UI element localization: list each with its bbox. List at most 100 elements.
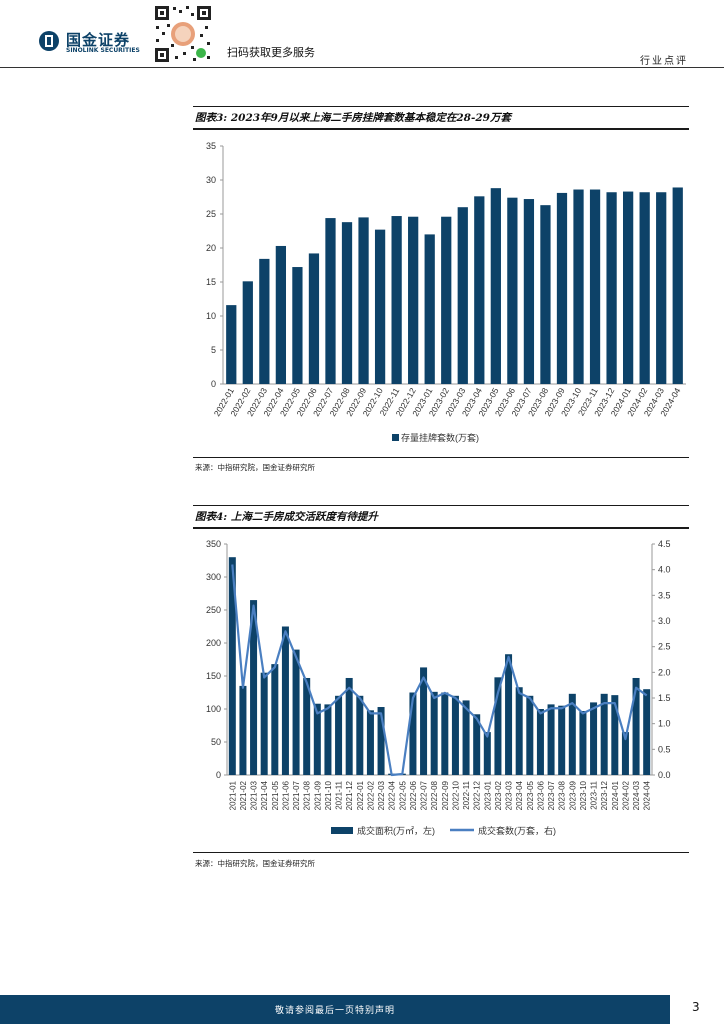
bar — [271, 664, 279, 775]
right-tick-label: 1.5 — [658, 693, 671, 703]
x-tick-label: 2021-01 — [228, 780, 237, 810]
right-tick-label: 2.0 — [658, 667, 671, 677]
bar — [325, 218, 336, 384]
bar — [259, 258, 270, 384]
bar — [441, 692, 449, 775]
bar — [292, 267, 303, 384]
bar — [656, 192, 667, 384]
x-tick-label: 2021-09 — [313, 780, 322, 810]
left-tick-label: 250 — [206, 605, 221, 615]
right-tick-label: 4.5 — [658, 539, 671, 549]
x-tick-label: 2021-02 — [239, 780, 248, 810]
qr-code — [153, 4, 213, 64]
x-tick-label: 2024-01 — [611, 780, 620, 810]
bar — [600, 693, 608, 775]
bar — [374, 229, 386, 384]
x-tick-label: 2022-10 — [451, 780, 460, 810]
figure4-chart: 0 50 100 150 200 250 300 350 0.0 0.5 1.0 1.5 2.0 2.5 3… — [206, 539, 671, 836]
footer-bar: 敬请参阅最后一页特别声明 — [0, 995, 670, 1024]
bar — [483, 732, 491, 775]
bar — [424, 234, 435, 384]
sinolink-logo-icon — [39, 31, 59, 51]
x-tick-label: 2023-11 — [590, 780, 599, 809]
bar — [473, 714, 481, 775]
figure3-chart: 051015202530352022-012022-022022-032022-… — [206, 141, 686, 443]
bar — [377, 707, 385, 775]
bar — [409, 692, 417, 775]
left-tick-label: 200 — [206, 638, 221, 648]
x-tick-label: 2021-04 — [260, 780, 269, 810]
bar — [556, 192, 568, 384]
x-tick-label: 2021-12 — [345, 780, 354, 810]
bar — [441, 216, 452, 384]
bar — [242, 281, 253, 384]
x-tick-label: 2022-05 — [398, 780, 407, 810]
left-tick-label: 50 — [211, 737, 221, 747]
bar — [313, 703, 321, 775]
bar — [275, 245, 287, 384]
x-tick-label: 2023-03 — [505, 780, 514, 810]
bar — [324, 704, 332, 775]
bar — [611, 695, 619, 775]
x-tick-label: 2021-05 — [271, 780, 280, 810]
left-tick-label: 0 — [216, 770, 221, 780]
bar — [341, 222, 353, 384]
bar — [589, 189, 601, 384]
x-tick-label: 2023-04 — [515, 780, 524, 810]
bar — [408, 216, 419, 384]
legend-swatch — [392, 434, 399, 441]
page-number: 3 — [692, 1000, 700, 1014]
bar — [457, 207, 468, 384]
bar — [356, 695, 364, 775]
x-tick-label: 2022-09 — [441, 780, 450, 810]
bar — [303, 677, 311, 775]
bar — [345, 677, 353, 775]
x-tick-label: 2023-10 — [579, 780, 588, 810]
bar — [226, 305, 237, 384]
x-tick-label: 2021-07 — [292, 780, 301, 810]
header-rule — [0, 67, 724, 68]
y-tick-label: 35 — [206, 141, 216, 151]
bar — [505, 654, 513, 775]
figure4-top-rule — [193, 505, 689, 506]
bar — [494, 677, 502, 775]
bar — [622, 191, 634, 384]
legend-label: 存量挂牌套数(万套) — [401, 432, 479, 443]
bar — [451, 695, 459, 775]
bar — [228, 557, 236, 775]
qr-code-icon — [153, 4, 213, 64]
legend-label-bar: 成交面积(万㎡，左) — [357, 825, 435, 836]
header: 国金证券 SINOLINK SECURITIES 扫码获取更多服务 行业点评 — [0, 0, 724, 70]
x-tick-label: 2021-11 — [335, 780, 344, 809]
bar — [474, 196, 485, 384]
x-tick-label: 2023-12 — [600, 780, 609, 810]
y-tick-label: 20 — [206, 243, 216, 253]
left-tick-label: 350 — [206, 539, 221, 549]
left-tick-label: 300 — [206, 572, 221, 582]
bar — [239, 685, 247, 775]
bar — [523, 199, 535, 384]
figure4-source: 来源：中指研究院，国金证券研究所 — [195, 859, 315, 868]
bar — [335, 695, 343, 775]
x-tick-label: 2022-08 — [430, 780, 439, 810]
right-tick-label: 3.5 — [658, 590, 671, 600]
y-tick-label: 0 — [211, 379, 216, 389]
x-tick-label: 2023-08 — [558, 780, 567, 810]
bar — [462, 700, 470, 775]
x-tick-label: 2024-03 — [632, 780, 641, 810]
y-tick-label: 25 — [206, 209, 216, 219]
figure3-title: 图表3: 2023年9月以来上海二手房挂牌套数基本稳定在28-29万套 — [195, 112, 511, 124]
right-tick-label: 0.5 — [658, 744, 671, 754]
bar — [391, 216, 402, 384]
right-tick-label: 3.0 — [658, 616, 671, 626]
x-tick-label: 2022-11 — [462, 780, 471, 809]
bar — [292, 649, 300, 775]
bar — [621, 732, 629, 775]
y-tick-label: 10 — [206, 311, 216, 321]
figure3-source: 来源：中指研究院，国金证券研究所 — [195, 463, 315, 472]
figure4-title-rule — [193, 527, 689, 529]
footer-disclaimer: 敬请参阅最后一页特别声明 — [274, 1006, 395, 1016]
x-tick-label: 2023-07 — [547, 780, 556, 810]
bar — [568, 693, 576, 775]
x-tick-label: 2022-12 — [473, 780, 482, 810]
